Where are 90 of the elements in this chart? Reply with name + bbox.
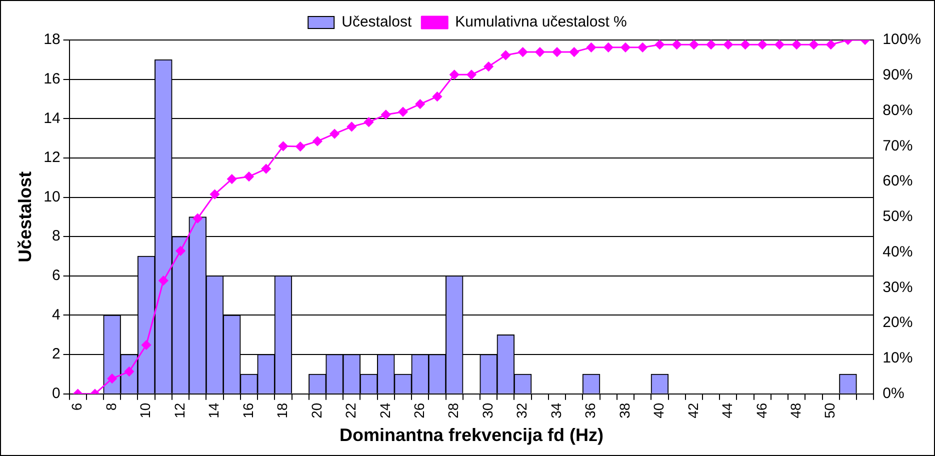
point — [774, 40, 784, 50]
point — [176, 246, 186, 256]
point — [552, 47, 562, 57]
point — [672, 40, 682, 50]
y2-tick-label: 60% — [882, 172, 913, 190]
x-tick-label: 8 — [102, 402, 119, 411]
point — [158, 276, 168, 286]
x-tick-label: 28 — [445, 402, 462, 418]
x-tick-label: 6 — [68, 402, 85, 411]
point — [227, 174, 237, 184]
point — [330, 129, 340, 139]
point — [415, 99, 425, 109]
x-tick-label: 24 — [376, 402, 393, 418]
point — [312, 136, 322, 146]
y-tick-label: 0 — [52, 384, 60, 402]
y-tick-label: 14 — [44, 110, 60, 127]
point — [535, 47, 545, 57]
point — [381, 110, 391, 120]
y2-tick-label: 20% — [882, 314, 913, 332]
point — [192, 214, 202, 224]
x-tick-label: 50 — [822, 402, 838, 418]
point — [723, 40, 733, 50]
x-tick-label: 34 — [548, 402, 564, 418]
x-tick-label: 10 — [137, 402, 154, 418]
point — [210, 190, 220, 200]
y-tick-label: 8 — [52, 228, 60, 245]
point — [740, 40, 750, 50]
y2-tick-label: 70% — [882, 137, 913, 154]
x-tick-label: 14 — [206, 402, 222, 418]
y-tick-label: 4 — [52, 306, 60, 324]
x-tick-label: 26 — [410, 402, 427, 418]
y2-tick-label: 0% — [882, 384, 904, 402]
x-tick-label: 40 — [650, 402, 667, 418]
x-tick-label: 42 — [684, 402, 701, 418]
x-axis-title: Dominantna frekvencija fd (Hz) — [339, 425, 604, 446]
x-tick-label: 16 — [240, 402, 256, 418]
y2-tick-label: 80% — [882, 102, 913, 119]
x-tick-label: 22 — [342, 402, 359, 418]
point — [278, 141, 288, 151]
point — [244, 172, 254, 182]
point — [808, 40, 818, 50]
point — [432, 92, 442, 102]
y2-tick-label: 10% — [882, 350, 913, 367]
point — [518, 47, 528, 57]
x-tick-label: 18 — [274, 402, 290, 418]
y-tick-label: 10 — [44, 188, 60, 206]
y-axis-title: Učestalost — [14, 171, 35, 262]
x-tick-label: 44 — [719, 402, 736, 418]
point — [107, 374, 117, 384]
y2-tick-label: 40% — [882, 243, 913, 260]
y-tick-label: 2 — [52, 346, 60, 363]
legend-label: Kumulativna učestalost % — [455, 14, 627, 31]
point — [346, 122, 356, 132]
point — [654, 40, 664, 50]
point — [398, 107, 408, 117]
point — [604, 42, 614, 52]
legend-label: Učestalost — [342, 14, 412, 31]
x-tick-label: 30 — [479, 402, 496, 418]
point — [466, 70, 476, 80]
y2-tick-label: 100% — [882, 31, 922, 48]
x-tick-label: 48 — [787, 402, 804, 418]
y-tick-label: 18 — [44, 31, 60, 48]
point — [620, 42, 630, 52]
point — [586, 42, 596, 52]
point — [450, 70, 460, 80]
point — [261, 164, 271, 174]
y-tick-label: 6 — [52, 267, 60, 284]
y2-tick-label: 30% — [882, 278, 913, 296]
x-tick-label: 12 — [171, 402, 188, 418]
point — [689, 40, 699, 50]
point — [792, 40, 802, 50]
x-tick-label: 20 — [308, 402, 324, 418]
y-tick-label: 12 — [44, 149, 60, 166]
point — [500, 50, 510, 60]
point — [142, 340, 152, 350]
x-tick-label: 46 — [753, 402, 770, 418]
point — [569, 47, 579, 57]
point — [758, 40, 768, 50]
point — [484, 62, 494, 72]
y2-tick-label: 90% — [882, 66, 913, 84]
y-tick-label: 16 — [44, 70, 60, 88]
x-tick-label: 38 — [616, 402, 632, 418]
y2-tick-label: 50% — [882, 208, 913, 226]
point — [826, 40, 836, 50]
x-tick-label: 36 — [582, 402, 598, 418]
point — [706, 40, 716, 50]
point — [296, 142, 306, 152]
x-tick-label: 32 — [514, 402, 530, 418]
point — [364, 117, 374, 127]
point — [638, 42, 648, 52]
